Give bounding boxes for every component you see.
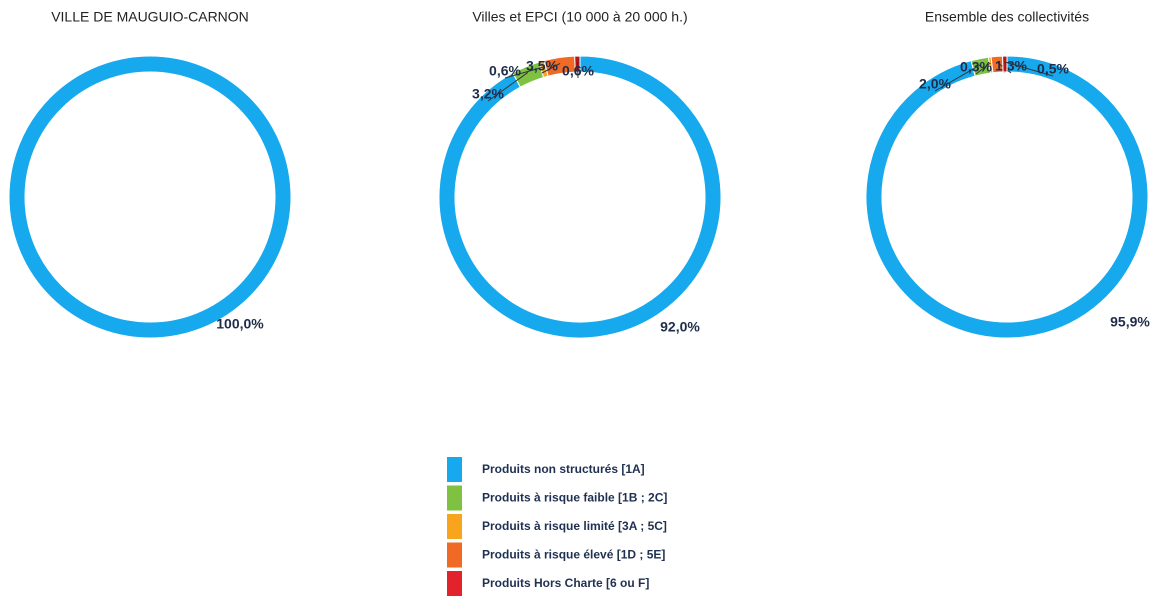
- value-label: 3,2%: [472, 86, 504, 102]
- donut-segment: [1002, 55, 1008, 73]
- legend-swatch: [447, 571, 462, 596]
- value-label: 95,9%: [1110, 314, 1150, 330]
- donut-segment: [438, 55, 722, 339]
- value-label: 0,6%: [562, 63, 594, 79]
- chart-title: VILLE DE MAUGUIO-CARNON: [51, 9, 249, 25]
- chart-title: Villes et EPCI (10 000 à 20 000 h.): [472, 9, 687, 25]
- value-label: 92,0%: [660, 319, 700, 335]
- legend-label: Produits à risque limité [3A ; 5C]: [482, 519, 667, 533]
- value-label: 100,0%: [216, 316, 264, 332]
- value-label: 0,3%: [960, 59, 992, 75]
- leader-line: [934, 64, 982, 92]
- leader-line: [975, 62, 991, 75]
- leader-line: [576, 62, 579, 79]
- leader-line: [504, 66, 544, 79]
- chart-title: Ensemble des collectivités: [925, 9, 1089, 25]
- legend-swatch: [447, 485, 462, 511]
- legend-swatch: [447, 514, 462, 539]
- legend-swatch: [447, 457, 462, 482]
- value-label: 0,5%: [1037, 61, 1069, 77]
- value-label: 0,6%: [489, 63, 521, 79]
- value-label: 3,5%: [526, 58, 558, 74]
- legend-label: Produits Hors Charte [6 ou F]: [482, 576, 649, 590]
- leader-line: [1004, 61, 1054, 77]
- leader-line: [541, 63, 561, 74]
- legend-label: Produits à risque faible [1B ; 2C]: [482, 491, 667, 505]
- legend-swatch: [447, 542, 462, 568]
- donut-segment: [8, 55, 292, 339]
- value-label: 1,3%: [995, 58, 1027, 74]
- donut-segment: [865, 55, 1149, 339]
- value-label: 2,0%: [919, 76, 951, 92]
- legend-label: Produits à risque élevé [1D ; 5E]: [482, 548, 665, 562]
- legend-label: Produits non structurés [1A]: [482, 462, 645, 476]
- leader-line: [487, 72, 529, 102]
